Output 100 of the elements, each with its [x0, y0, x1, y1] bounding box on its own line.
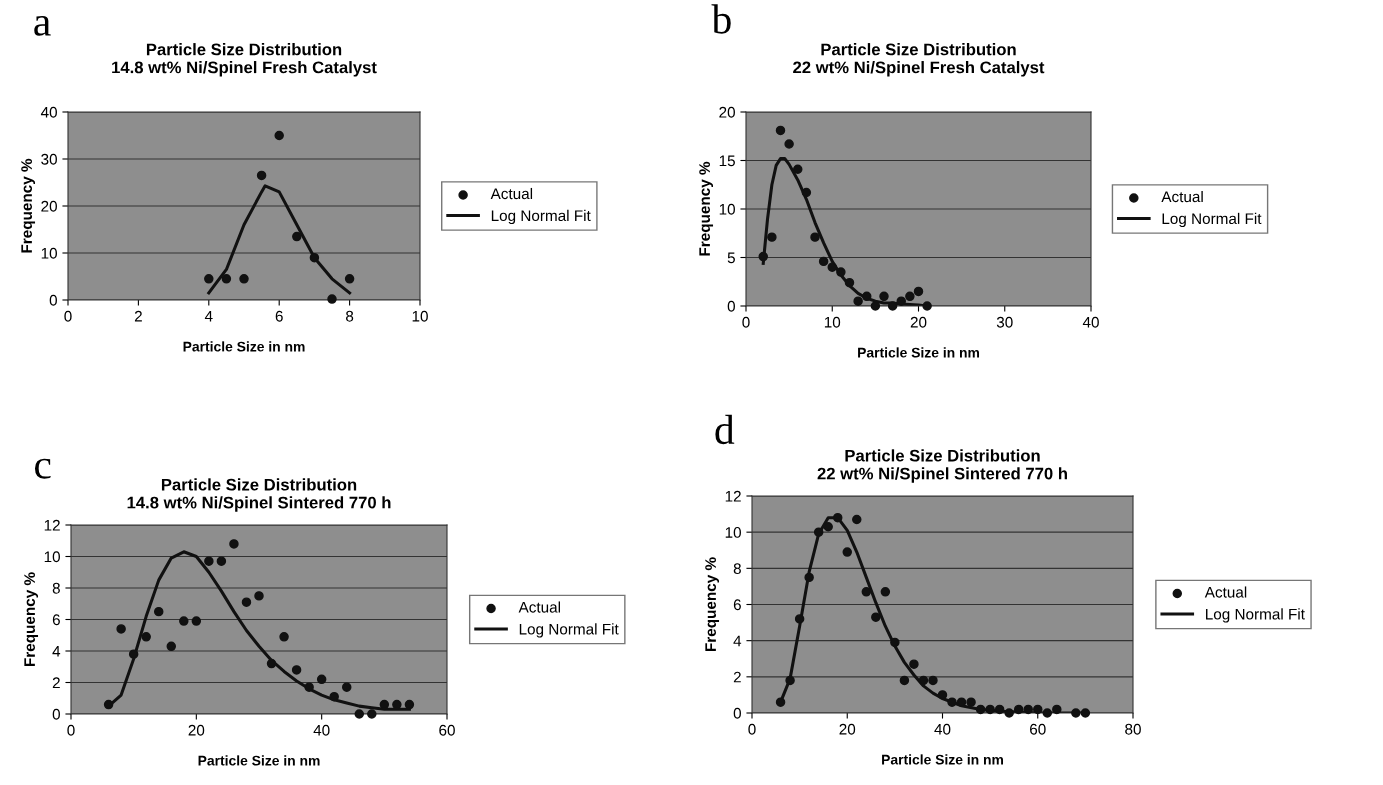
y-tick-label: 15 [719, 155, 735, 167]
y-axis-title: Frequency % [24, 572, 39, 667]
point [775, 697, 786, 707]
point [913, 286, 924, 297]
point [404, 699, 415, 710]
point [909, 659, 919, 669]
legend-label: Actual [490, 187, 533, 200]
y-axis-title: Frequency % [21, 158, 36, 253]
point [179, 616, 189, 626]
point [1052, 704, 1062, 715]
point [794, 614, 805, 624]
point [1033, 704, 1043, 715]
point [354, 709, 365, 719]
point [239, 274, 249, 284]
point [758, 251, 768, 262]
x-tick-label: 10 [824, 316, 841, 328]
x-tick-label: 30 [996, 316, 1013, 328]
x-tick-label: 0 [64, 310, 72, 322]
point [890, 637, 900, 648]
legend-label: Log Normal Fit [491, 209, 591, 225]
point [896, 296, 906, 306]
point [291, 665, 302, 675]
line-series [207, 184, 352, 295]
y-tick-label: 0 [52, 708, 60, 720]
point [842, 547, 852, 557]
point [870, 301, 881, 311]
point [862, 291, 872, 302]
chart-subtitle: 22 wt% Ni/Spinel Fresh Catalyst [793, 61, 1045, 77]
y-tick-label: 10 [725, 527, 741, 538]
x-tick-label: 80 [1125, 723, 1141, 735]
point [810, 232, 820, 242]
y-tick-label: 0 [727, 300, 735, 312]
point [975, 704, 986, 715]
y-tick-label: 20 [41, 200, 57, 212]
x-axis-title: Particle Size in nm [882, 754, 1004, 765]
text: a [34, 15, 51, 36]
point [861, 587, 872, 597]
y-tick-label: 4 [733, 635, 742, 647]
y-tick-label: 10 [41, 247, 57, 259]
point [1013, 704, 1024, 715]
point [801, 187, 812, 198]
y-tick-label: 12 [725, 490, 741, 502]
point [928, 675, 938, 686]
point [367, 709, 377, 719]
chart-title: Particle Size Distribution [821, 43, 1016, 56]
x-tick-label: 60 [439, 724, 455, 736]
point [128, 649, 139, 659]
point [966, 697, 976, 707]
y-tick-label: 20 [719, 106, 735, 118]
point [880, 587, 891, 597]
x-tick-label: 40 [1082, 316, 1099, 328]
x-tick-label: 0 [67, 724, 75, 736]
y-tick-label: 8 [733, 563, 741, 575]
y-axis-title: Frequency % [705, 557, 720, 652]
y-tick-label: 0 [49, 294, 57, 306]
point [994, 704, 1005, 715]
point [316, 674, 327, 685]
point [832, 512, 843, 523]
legend-label: Log Normal Fit [1206, 608, 1305, 623]
point [1042, 708, 1053, 718]
x-tick-label: 4 [204, 310, 213, 322]
point [985, 704, 995, 715]
x-tick-label: 10 [412, 310, 428, 322]
y-tick-label: 5 [727, 252, 735, 264]
y-tick-label: 30 [41, 153, 57, 165]
legend-label: Actual [1161, 190, 1203, 203]
y-tick-label: 2 [733, 671, 741, 683]
point [785, 675, 795, 686]
y-tick-label: 8 [52, 582, 60, 594]
chart-title: Particle Size Distribution [146, 43, 342, 56]
x-tick-label: 20 [910, 316, 927, 328]
point [827, 262, 837, 272]
chart-subtitle: 22 wt% Ni/Spinel Sintered 770 h [817, 467, 1067, 483]
point [241, 597, 252, 607]
x-axis-title: Particle Size in nm [183, 341, 305, 352]
point [266, 658, 277, 669]
x-axis-title: Particle Size in nm [858, 347, 980, 358]
point [256, 170, 267, 181]
point [937, 690, 948, 700]
point [292, 231, 302, 242]
x-tick-label: 2 [134, 310, 142, 322]
point [918, 675, 929, 686]
legend-label: Log Normal Fit [519, 623, 619, 638]
point [191, 616, 202, 626]
point [341, 682, 352, 692]
point [279, 632, 289, 642]
chart-title: Particle Size Distribution [845, 449, 1040, 462]
y-axis-title: Frequency % [699, 161, 714, 256]
point [844, 277, 855, 288]
point [804, 572, 814, 583]
point [899, 675, 910, 686]
x-tick-label: 8 [346, 310, 354, 322]
chart-title: Particle Size Distribution [161, 478, 357, 491]
point [329, 691, 339, 702]
point [1004, 708, 1014, 718]
point [922, 301, 932, 311]
x-tick-label: 6 [275, 310, 283, 322]
y-tick-label: 2 [52, 677, 60, 689]
point [793, 164, 803, 174]
point [309, 252, 320, 263]
